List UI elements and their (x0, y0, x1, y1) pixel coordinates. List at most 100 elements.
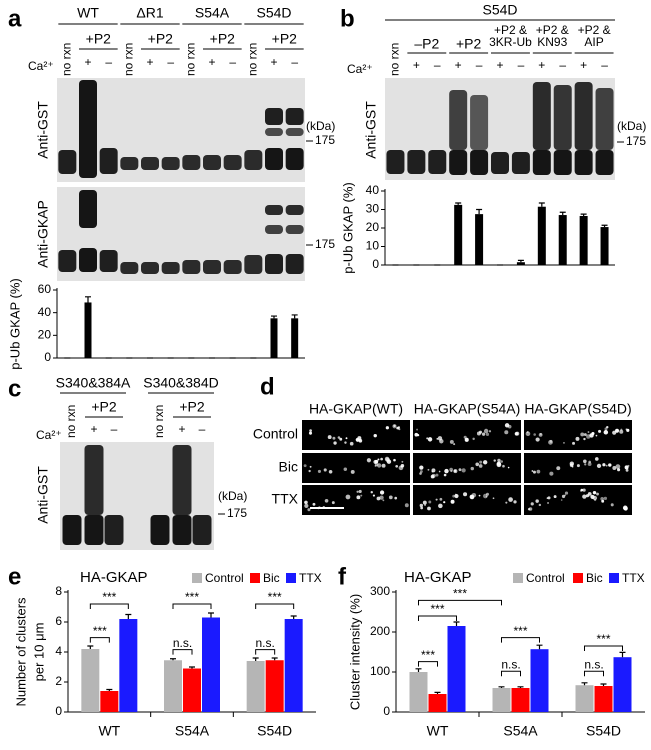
bar (119, 619, 138, 712)
blot-band (244, 255, 263, 274)
error-bar (208, 612, 214, 618)
error-bar (434, 691, 441, 694)
puncta (304, 501, 307, 504)
significance-label: *** (185, 590, 199, 604)
puncta (598, 429, 602, 433)
blot-band (203, 155, 221, 170)
bar (265, 660, 284, 712)
puncta (526, 431, 529, 434)
puncta (443, 501, 446, 504)
puncta (393, 458, 396, 462)
significance-bracket (89, 637, 110, 643)
row-label: Control (253, 426, 298, 442)
significance-label: n.s. (173, 636, 192, 650)
blot-band (150, 515, 170, 545)
puncta (561, 494, 566, 499)
y-tick-label: 300 (370, 584, 390, 598)
blot-band (265, 225, 283, 234)
blot-band (244, 150, 263, 170)
puncta (589, 433, 594, 438)
antibody-label: Anti-GKAP (35, 200, 51, 268)
bar (537, 206, 546, 265)
blot-band (470, 150, 489, 175)
significance-bracket (584, 670, 604, 677)
antibody-label: Anti-GST (363, 101, 379, 159)
blot-band (182, 260, 201, 274)
treatment: +P2 (148, 31, 174, 47)
panel-label: d (260, 373, 275, 400)
blot-band (595, 88, 614, 150)
blot-band (428, 150, 447, 174)
panel-label: f (338, 563, 347, 590)
x-tick-label: WT (98, 723, 120, 739)
lane-label: no rxn (122, 43, 136, 76)
blot-band (532, 150, 551, 175)
group-name: WT (77, 5, 99, 21)
puncta (380, 457, 383, 461)
treatment: +P2 & (494, 23, 527, 37)
puncta (419, 503, 424, 508)
micrograph (413, 485, 521, 515)
significance-bracket (501, 670, 521, 677)
panel-label: a (8, 5, 22, 32)
significance-label: *** (430, 602, 444, 616)
marker-label: 175 (626, 134, 646, 148)
legend-swatch (250, 573, 260, 583)
puncta (381, 463, 386, 468)
blot-band (172, 445, 192, 515)
error-bar (498, 686, 505, 688)
puncta (556, 466, 561, 471)
treatment: +P2 & (536, 23, 569, 37)
puncta (379, 495, 384, 500)
puncta (312, 502, 316, 506)
blot-band (553, 150, 572, 175)
blot-band (192, 515, 212, 545)
puncta (608, 463, 612, 467)
puncta (308, 469, 311, 473)
puncta (612, 430, 617, 435)
treatment: KN93 (537, 35, 567, 49)
significance-label: *** (596, 632, 610, 646)
lane-label: + (455, 58, 462, 72)
puncta (427, 437, 433, 442)
significance-label: *** (513, 624, 527, 638)
ion-label: Ca²⁺ (36, 428, 62, 442)
puncta (612, 466, 617, 470)
bar (454, 204, 463, 265)
puncta (478, 494, 481, 497)
puncta (328, 469, 333, 474)
legend-swatch (609, 573, 619, 583)
blot-band (161, 262, 180, 274)
puncta (475, 462, 480, 467)
bar (475, 214, 484, 265)
treatment: +P2 (272, 31, 298, 47)
puncta (470, 466, 474, 471)
blot-band (99, 148, 118, 174)
lane-label: + (580, 58, 587, 72)
lane-label: + (208, 55, 215, 69)
bar (558, 215, 567, 265)
lane-label: no rxn (388, 43, 402, 76)
blot-band (99, 250, 118, 272)
lane-label: + (90, 422, 97, 436)
significance-bracket (172, 649, 193, 655)
significance-bracket (255, 603, 295, 609)
blot-band (79, 248, 97, 272)
lane-label: – (105, 55, 112, 69)
puncta (588, 460, 591, 464)
puncta (385, 426, 389, 430)
lane-label: no rxn (60, 43, 74, 76)
error-bar (189, 666, 195, 669)
blot-band (491, 152, 509, 174)
bar (613, 657, 632, 712)
puncta (530, 502, 534, 506)
puncta (476, 431, 481, 436)
puncta (617, 468, 621, 472)
puncta (493, 459, 496, 462)
puncta (547, 502, 549, 504)
y-tick-label: 40 (366, 183, 380, 197)
puncta (388, 495, 393, 500)
error-bar (536, 644, 543, 650)
puncta (401, 460, 404, 463)
puncta (358, 489, 362, 494)
